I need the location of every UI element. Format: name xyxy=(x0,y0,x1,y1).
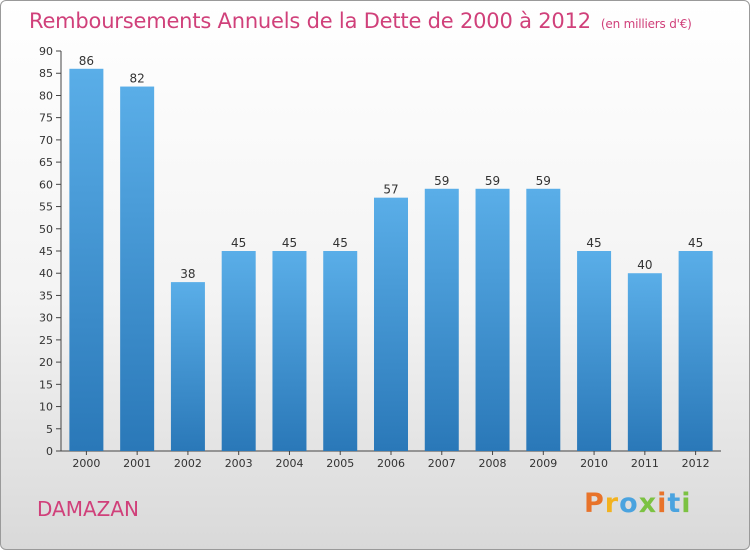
bar-value-label: 82 xyxy=(130,72,145,86)
bar-value-label: 38 xyxy=(180,267,195,281)
x-tick-label: 2009 xyxy=(529,457,557,470)
bar-value-label: 40 xyxy=(637,258,652,272)
y-tick-label: 50 xyxy=(39,223,53,236)
bar xyxy=(170,282,205,451)
bar xyxy=(627,273,662,451)
bar xyxy=(69,68,104,452)
bar xyxy=(120,86,155,452)
unit-note: (en milliers d'€) xyxy=(600,17,692,31)
bar xyxy=(323,251,358,451)
x-tick-label: 2000 xyxy=(72,457,100,470)
x-tick-label: 2001 xyxy=(123,457,151,470)
chart-title: Remboursements Annuels de la Dette de 20… xyxy=(29,9,692,33)
y-tick-label: 35 xyxy=(39,289,53,302)
bar xyxy=(678,251,713,451)
y-tick-label: 85 xyxy=(39,67,53,80)
x-tick-label: 2008 xyxy=(479,457,507,470)
logo-letter: t xyxy=(667,488,682,519)
bar-value-label: 59 xyxy=(485,174,500,188)
bar-value-label: 45 xyxy=(282,236,297,250)
bar-value-label: 86 xyxy=(79,54,94,68)
y-tick-label: 20 xyxy=(39,356,53,369)
x-tick-label: 2007 xyxy=(428,457,456,470)
x-tick-label: 2012 xyxy=(682,457,710,470)
chart-title-text: Remboursements Annuels de la Dette de 20… xyxy=(29,9,591,33)
bar-value-label: 45 xyxy=(586,236,601,250)
bar xyxy=(424,188,459,451)
x-tick-label: 2010 xyxy=(580,457,608,470)
bar xyxy=(221,251,256,451)
bar xyxy=(526,188,561,451)
bar xyxy=(374,197,408,451)
bar-value-label: 45 xyxy=(688,236,703,250)
x-tick-label: 2011 xyxy=(631,457,659,470)
logo-letter: P xyxy=(584,488,605,519)
bar xyxy=(475,188,510,451)
y-tick-label: 40 xyxy=(39,267,53,280)
y-tick-label: 90 xyxy=(39,45,53,58)
y-tick-label: 45 xyxy=(39,245,53,258)
y-tick-label: 70 xyxy=(39,134,53,147)
logo-letter: i xyxy=(657,488,668,519)
logo-letter: r xyxy=(604,488,620,519)
x-tick-label: 2003 xyxy=(225,457,253,470)
y-tick-label: 60 xyxy=(39,178,53,191)
x-tick-label: 2006 xyxy=(377,457,405,470)
logo-letter: o xyxy=(619,488,639,519)
x-tick-label: 2002 xyxy=(174,457,202,470)
y-tick-label: 30 xyxy=(39,312,53,325)
bar-value-label: 45 xyxy=(333,236,348,250)
logo-letter: i xyxy=(681,488,692,519)
y-tick-label: 55 xyxy=(39,201,53,214)
y-tick-label: 80 xyxy=(39,89,53,102)
bar-value-label: 57 xyxy=(383,183,398,197)
y-tick-label: 75 xyxy=(39,112,53,125)
y-tick-label: 15 xyxy=(39,378,53,391)
x-tick-label: 2005 xyxy=(326,457,354,470)
commune-name: DAMAZAN xyxy=(37,497,140,521)
y-tick-label: 0 xyxy=(46,445,53,458)
y-tick-label: 25 xyxy=(39,334,53,347)
y-tick-label: 65 xyxy=(39,156,53,169)
bar-value-label: 59 xyxy=(434,174,449,188)
bar-value-label: 45 xyxy=(231,236,246,250)
bar xyxy=(577,251,612,451)
bar-value-label: 59 xyxy=(536,174,551,188)
logo-letter: x xyxy=(638,488,658,519)
bar xyxy=(272,251,307,451)
x-tick-label: 2004 xyxy=(275,457,303,470)
proxiti-logo: Proxiti xyxy=(584,488,692,519)
y-tick-label: 5 xyxy=(46,423,53,436)
y-tick-label: 10 xyxy=(39,401,53,414)
